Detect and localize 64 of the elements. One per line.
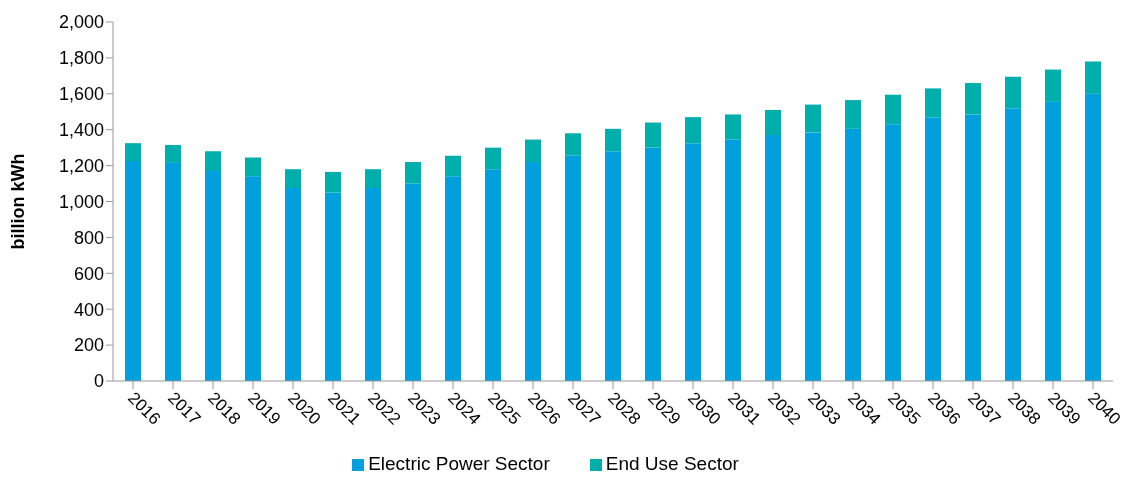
bar <box>685 143 701 381</box>
bar <box>725 114 741 140</box>
y-tick-label: 1,800 <box>58 48 104 69</box>
bar <box>165 144 181 163</box>
y-tick-label: 1,600 <box>58 84 104 105</box>
y-axis-title: billion kWh <box>8 153 29 250</box>
bar <box>405 162 421 184</box>
bar <box>1045 101 1061 381</box>
bar <box>605 151 621 381</box>
bar <box>205 151 221 171</box>
bar <box>605 128 621 152</box>
bar <box>325 192 341 381</box>
y-tick-label: 400 <box>73 299 104 320</box>
bar <box>805 132 821 381</box>
bar <box>685 117 701 144</box>
bar <box>965 83 981 115</box>
y-tick-label: 1,000 <box>58 191 104 212</box>
bar <box>525 139 541 163</box>
bar <box>965 114 981 381</box>
bar <box>885 124 901 381</box>
bar <box>125 143 141 162</box>
bar <box>925 117 941 381</box>
bar <box>445 176 461 381</box>
bar <box>1085 61 1101 94</box>
y-tick-label: 1,400 <box>58 120 104 141</box>
y-tick-label: 0 <box>93 371 104 392</box>
bar <box>765 135 781 381</box>
bar <box>1045 69 1061 102</box>
bar <box>405 183 421 381</box>
bar <box>645 122 661 148</box>
bar <box>765 109 781 136</box>
bar <box>365 188 381 381</box>
bar <box>285 188 301 381</box>
bar <box>885 94 901 125</box>
bar <box>205 170 221 381</box>
bar <box>565 133 581 156</box>
bar <box>325 171 341 193</box>
legend-label: Electric Power Sector <box>368 453 550 474</box>
bar <box>525 162 541 381</box>
bar <box>165 162 181 381</box>
y-tick-label: 2,000 <box>58 12 104 33</box>
bar <box>485 169 501 381</box>
bar <box>445 155 461 177</box>
bar <box>245 176 261 381</box>
bar <box>845 128 861 381</box>
bar <box>125 161 141 381</box>
bar <box>285 169 301 189</box>
bar <box>565 155 581 381</box>
y-tick-label: 800 <box>73 227 104 248</box>
bar <box>1005 76 1021 109</box>
bar <box>645 147 661 381</box>
bar <box>245 157 261 177</box>
bar <box>925 88 941 118</box>
bar <box>805 104 821 133</box>
bar <box>365 169 381 189</box>
bar <box>725 139 741 381</box>
bar <box>845 100 861 129</box>
y-tick-label: 200 <box>73 335 104 356</box>
bar <box>1085 93 1101 381</box>
bar <box>1005 108 1021 381</box>
bar <box>485 147 501 170</box>
y-tick-label: 600 <box>73 263 104 284</box>
legend-label: End Use Sector <box>605 453 739 474</box>
y-tick-label: 1,200 <box>58 155 104 176</box>
